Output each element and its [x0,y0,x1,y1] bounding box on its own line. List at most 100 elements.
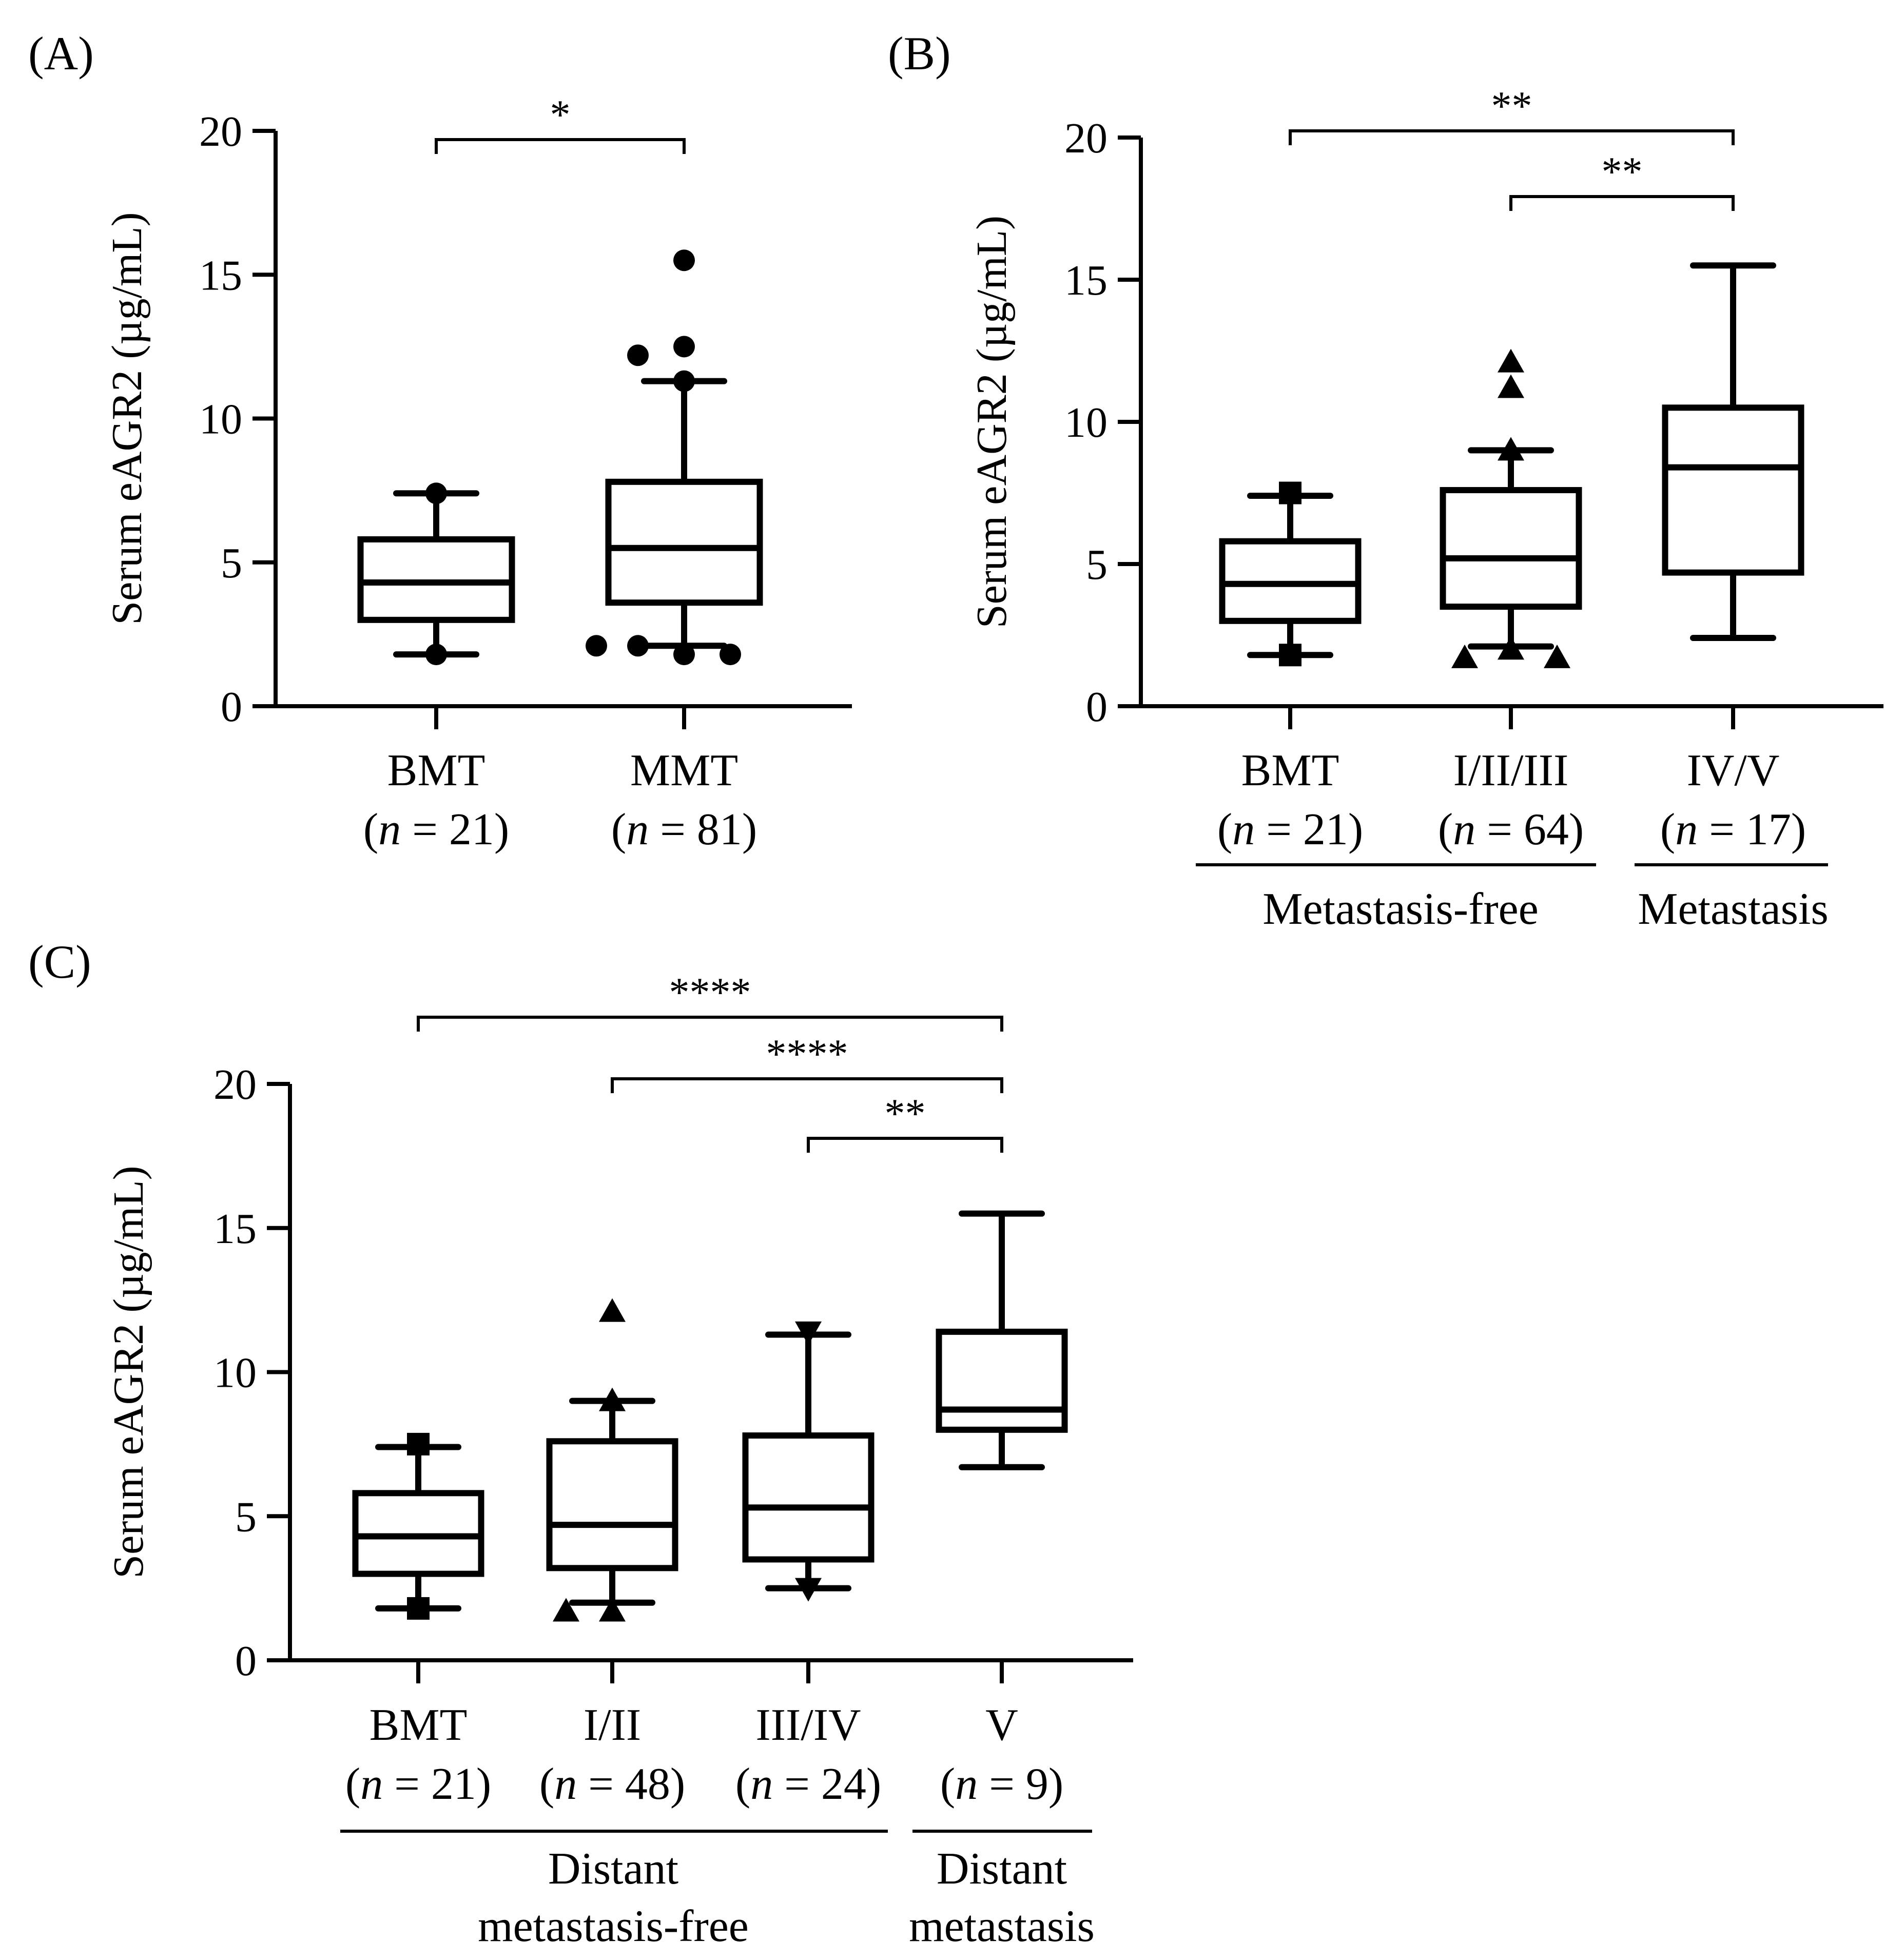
y-tick-label: 20 [1064,114,1108,162]
y-tick-label: 20 [213,1061,257,1109]
box-iv-v [1662,262,1804,729]
iqr-box [605,478,763,606]
iqr-box [1662,404,1804,576]
sample-size-label: (n = 81) [611,805,757,855]
box-bmt [1219,481,1362,729]
outlier-point [553,1598,579,1622]
significance-label: ** [1602,149,1643,195]
outlier-point [720,644,741,666]
y-axis-title: Serum eAGR2 (µg/mL) [105,1166,152,1578]
outlier-point [627,635,649,657]
sample-size-label: (n = 24) [735,1759,881,1809]
panel-a: (A) 0 5 10 15 20 Serum eAGR2 (µg/mL) BMT (n = 21… [28,27,852,855]
category-label: III/IV [755,1700,861,1750]
panel-label: (C) [28,936,91,988]
sample-size-label: (n = 17) [1660,805,1806,855]
outlier-point [673,644,695,666]
outlier-point [795,1321,822,1345]
outlier-point [1451,644,1478,668]
category-label: I/II/III [1453,746,1569,795]
box-v [936,1210,1068,1683]
box-i-ii [546,1298,678,1683]
significance-bracket [611,1077,1003,1093]
outlier-point [1498,636,1524,660]
outlier-point [1498,348,1524,373]
significance-bracket [435,138,686,154]
significance-label: ** [1491,84,1532,129]
group-label: Metastasis [1638,884,1829,934]
category-label: BMT [370,1700,468,1750]
group-label: Distant [937,1844,1067,1894]
box-mmt [586,249,763,729]
iqr-box [742,1432,875,1563]
iqr-box [936,1328,1068,1433]
category-label: V [985,1700,1018,1750]
outlier-point [1544,644,1570,668]
sample-size-label: (n = 21) [363,805,509,855]
y-axis-title: Serum eAGR2 (µg/mL) [968,216,1016,628]
significance-bracket [807,1137,1003,1153]
y-tick-label: 15 [1064,257,1108,304]
outlier-point [1279,481,1301,504]
y-tick-label: 15 [213,1205,257,1253]
outlier-point [795,1578,822,1602]
y-tick-label: 5 [1086,541,1108,589]
outlier-point [407,1432,430,1456]
significance-label: **** [669,970,751,1015]
y-tick-label: 0 [235,1637,257,1685]
y-tick-label: 15 [199,251,242,299]
panel-b: (B) 0 5 10 15 20 Serum eAGR2 (µg/mL) BMT (n = 21… [888,27,1883,934]
sample-size-label: (n = 64) [1438,805,1584,855]
significance-bracket [1289,129,1735,145]
sample-size-label: (n = 48) [539,1759,685,1809]
group-label: Distant [548,1844,678,1894]
sample-size-label: (n = 21) [345,1759,491,1809]
significance-label: * [550,92,571,138]
outlier-point [673,370,695,392]
outlier-point [673,249,695,271]
category-label: BMT [387,746,485,795]
outlier-point [586,635,607,657]
category-label: I/II [584,1700,641,1750]
outlier-point [599,1598,626,1622]
group-label: metastasis-free [478,1901,749,1951]
outlier-point [627,344,649,366]
category-label: BMT [1241,746,1339,795]
significance-label: ** [885,1091,926,1136]
significance-bracket [1509,195,1735,211]
iqr-box [1440,487,1582,610]
outlier-point [425,482,447,504]
group-label: Metastasis-free [1262,884,1539,934]
panel-label: (A) [28,27,94,80]
y-tick-label: 10 [199,396,242,443]
panel-label: (B) [888,27,951,80]
box-iii-iv [742,1321,875,1683]
outlier-point [1498,374,1524,398]
category-label: MMT [630,746,738,795]
y-tick-label: 5 [235,1493,257,1541]
outlier-point [599,1298,626,1322]
outlier-point [425,644,447,666]
box-i-ii-iii [1440,348,1582,729]
panel-c: (C) 0 5 10 15 20 Serum eAGR2 (µg/mL) BMT (n = 21… [28,936,1133,1951]
y-tick-label: 0 [221,683,242,731]
y-tick-label: 10 [213,1349,257,1397]
outlier-point [599,1387,626,1411]
group-label: metastasis [909,1901,1095,1951]
y-tick-label: 5 [221,539,242,587]
y-axis-title: Serum eAGR2 (µg/mL) [103,212,151,625]
outlier-point [1498,437,1524,461]
outlier-point [407,1597,430,1620]
y-tick-label: 0 [1086,683,1108,731]
iqr-box [546,1438,678,1571]
outlier-point [1279,644,1301,667]
box-bmt [357,482,515,729]
y-tick-label: 10 [1064,399,1108,447]
box-bmt [352,1432,484,1683]
category-label: IV/V [1687,746,1780,795]
significance-label: **** [766,1032,848,1077]
sample-size-label: (n = 21) [1217,805,1363,855]
sample-size-label: (n = 9) [940,1759,1063,1809]
outlier-point [673,336,695,358]
